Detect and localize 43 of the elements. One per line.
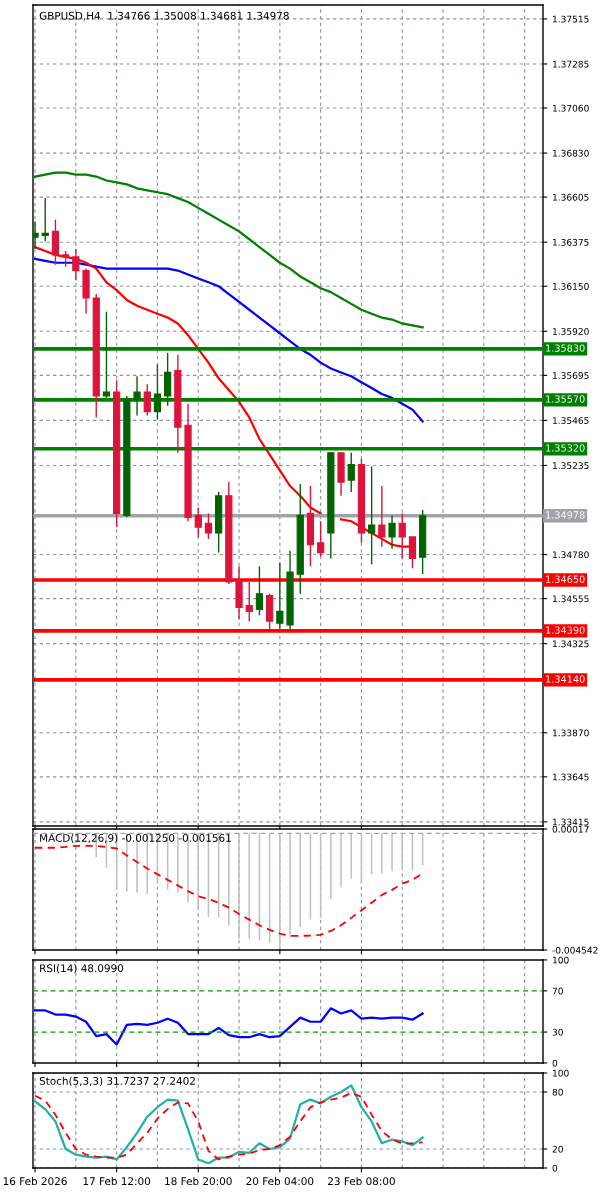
y-tick-label: 100 (553, 1069, 569, 1077)
y-tick-label: 0 (552, 1164, 558, 1172)
y-tick-label: 1.35465 (553, 417, 589, 424)
y-tick-label: 1.33415 (553, 818, 589, 826)
y-tick-label: 0 (552, 1059, 558, 1067)
ref-line-label: 1.34390 (546, 626, 585, 634)
y-tick-label: 1.35235 (553, 462, 589, 469)
y-tick-label: 100 (553, 956, 569, 964)
x-tick-label: 18 Feb 20:00 (165, 1177, 232, 1186)
y-tick-label: 1.37515 (553, 15, 589, 23)
x-tick-label: 16 Feb 2026 (3, 1177, 67, 1186)
y-tick-label: 1.36375 (553, 238, 589, 246)
y-tick-label: 1.35920 (553, 328, 589, 335)
ref-line-label: 1.35570 (546, 395, 585, 403)
y-tick-label: -0.004542 (552, 946, 598, 954)
ref-line-label: 1.35830 (546, 344, 585, 352)
y-tick-label: 70 (552, 987, 563, 995)
y-tick-label: 1.34780 (553, 551, 589, 559)
y-tick-label: 30 (552, 1028, 563, 1036)
y-tick-label: 1.37285 (553, 60, 589, 68)
y-tick-label: 1.33645 (553, 773, 589, 781)
y-tick-label: 1.34325 (553, 640, 589, 648)
y-tick-label: 1.35695 (553, 372, 589, 379)
y-tick-label: 80 (552, 1088, 563, 1096)
y-tick-label: 1.33870 (553, 729, 589, 737)
text: GBPUSD,H4 1.34766 1.35008 1.34681 1.34978 (39, 11, 289, 21)
y-tick-label: 1.36150 (553, 282, 589, 290)
ref-line-label: 1.34140 (546, 675, 585, 683)
ref-line-label: 1.35320 (546, 444, 585, 452)
x-tick-label: 17 Feb 12:00 (83, 1177, 151, 1186)
chart-title: RSI(14) 48.0990 (40, 964, 124, 974)
ref-line-label: 1.34650 (546, 575, 585, 583)
y-tick-label: 1.36830 (553, 149, 589, 157)
y-tick-label: 1.34555 (553, 595, 589, 603)
y-tick-label: 0.00017 (552, 825, 589, 833)
y-tick-label: 1.36605 (553, 193, 589, 201)
x-tick-label: 23 Feb 08:00 (328, 1177, 395, 1186)
chart-title: Stoch(5,3,3) 31.7237 27.2402 (39, 1076, 195, 1087)
y-tick-label: 1.37060 (553, 104, 589, 112)
y-tick-label: 20 (552, 1145, 563, 1153)
ref-line-label: 1.34978 (546, 511, 585, 519)
x-tick-label: 20 Feb 04:00 (246, 1177, 314, 1186)
chart-title: MACD(12,26,9) -0.001250 -0.001561 (40, 833, 231, 844)
